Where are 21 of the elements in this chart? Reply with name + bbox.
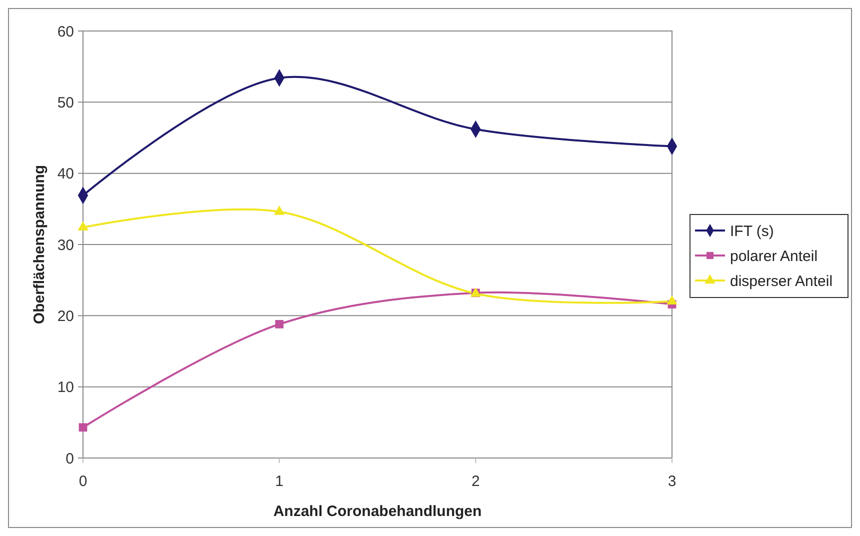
- point: [78, 221, 88, 231]
- legend-label: polarer Anteil: [730, 248, 818, 265]
- x-tick-label: 2: [471, 473, 480, 490]
- point: [666, 295, 678, 305]
- point: [275, 320, 284, 328]
- y-tick-label: 0: [66, 450, 74, 468]
- x-tick-label: 0: [78, 473, 88, 490]
- x-tick-label: 1: [275, 473, 284, 490]
- point: [274, 206, 285, 215]
- y-tick-label: 10: [57, 379, 74, 396]
- y-tick-label: 40: [57, 166, 74, 183]
- legend-label: IFT (s): [730, 222, 774, 240]
- y-tick-label: 30: [57, 236, 74, 254]
- point: [78, 423, 88, 432]
- y-tick-label: 50: [57, 94, 74, 112]
- x-tick-label: 3: [668, 473, 676, 490]
- legend-label: disperser Anteil: [730, 272, 833, 290]
- y-axis-title: Oberflächenspannung: [31, 164, 48, 324]
- y-tick-label: 60: [57, 23, 74, 40]
- x-axis-title: Anzahl Coronabehandlungen: [273, 503, 482, 520]
- y-tick-label: 20: [57, 308, 74, 325]
